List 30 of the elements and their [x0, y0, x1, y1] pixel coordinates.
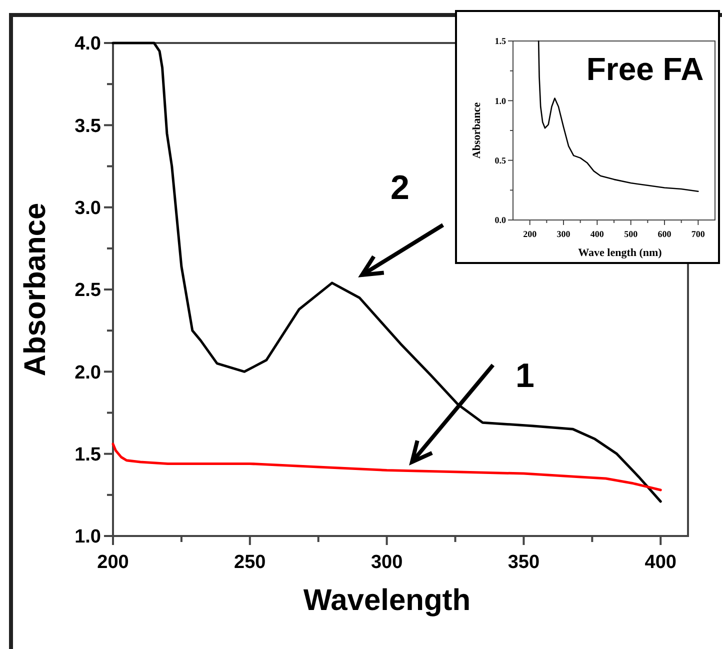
x-tick-label: 250	[234, 552, 266, 573]
annotation: 1	[516, 356, 534, 395]
x-tick-label: 300	[370, 552, 403, 573]
y-tick-label: 0.0	[494, 215, 506, 226]
x-tick-label: 400	[590, 229, 604, 239]
y-axis-title: Absorbance	[19, 202, 52, 376]
y-tick-label: 2.0	[74, 362, 101, 384]
chart-title: Free FA	[586, 51, 704, 87]
x-tick-label: 200	[523, 229, 538, 239]
y-tick-label: 2.5	[74, 280, 102, 302]
y-tick-label: 1.0	[494, 96, 506, 106]
x-tick-label: 300	[556, 229, 571, 239]
x-tick-label: 500	[624, 229, 638, 239]
x-tick-label: 200	[97, 552, 129, 573]
annotation: 2	[390, 168, 410, 207]
y-tick-label: 0.5	[494, 155, 506, 166]
x-tick-label: 700	[691, 229, 706, 239]
x-tick-label: 600	[658, 229, 672, 239]
y-tick-label: 1.5	[494, 36, 506, 46]
y-tick-label: 1.0	[74, 526, 101, 548]
line-series	[112, 442, 662, 492]
y-tick-label: 3.0	[74, 198, 101, 219]
y-axis-title: Absorbance	[471, 102, 483, 159]
y-tick-label: 4.0	[74, 34, 101, 55]
y-tick-label: 3.5	[74, 116, 102, 137]
y-tick-label: 1.5	[74, 444, 102, 466]
x-tick-label: 400	[644, 552, 676, 573]
x-tick-label: 350	[508, 552, 540, 573]
x-axis-title: Wave length (nm)	[578, 247, 662, 259]
x-axis-title: Wavelength	[303, 584, 471, 617]
